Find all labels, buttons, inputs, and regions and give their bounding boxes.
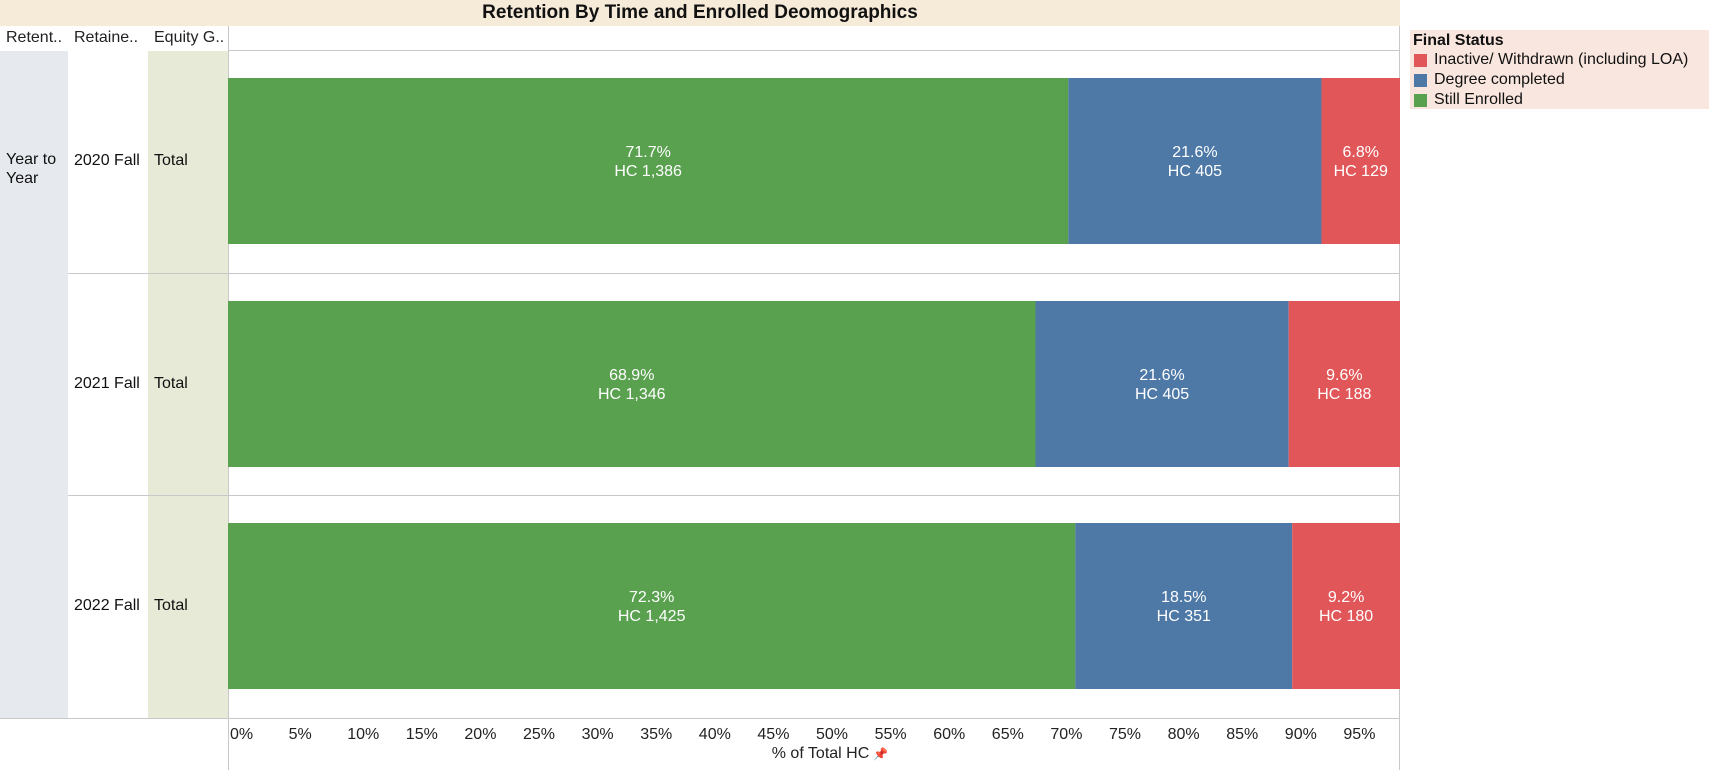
row-separator-1 <box>68 273 1400 274</box>
row-term-2022[interactable]: 2022 Fall <box>74 597 140 614</box>
x-tick-label: 50% <box>816 726 848 743</box>
bar-label-hc: HC 405 <box>1168 163 1222 180</box>
legend-label-degree: Degree completed <box>1434 71 1565 88</box>
bar-label-percent: 71.7% <box>625 144 670 161</box>
row-equity-2020[interactable]: Total <box>154 152 188 169</box>
bar-label-percent: 21.6% <box>1172 144 1217 161</box>
legend-item-inactive[interactable]: Inactive/ Withdrawn (including LOA) <box>1414 51 1688 69</box>
bar-inactive-withdrawn-including-loa-2020-fall[interactable] <box>1321 78 1400 244</box>
bar-still-enrolled-2022-fall[interactable] <box>228 523 1076 689</box>
bar-label-hc: HC 405 <box>1135 386 1189 403</box>
legend-title: Final Status <box>1413 32 1504 49</box>
chart-title: Retention By Time and Enrolled Deomograp… <box>0 0 1400 26</box>
legend-label-inactive: Inactive/ Withdrawn (including LOA) <box>1434 51 1689 68</box>
retention-column-bg <box>0 51 68 718</box>
x-tick-label: 90% <box>1285 726 1317 743</box>
bar-degree-completed-2021-fall[interactable] <box>1035 301 1289 467</box>
x-tick-label: 55% <box>875 726 907 743</box>
bar-degree-completed-2022-fall[interactable] <box>1075 523 1293 689</box>
bar-label-percent: 9.6% <box>1326 367 1362 384</box>
x-axis-title-text: % of Total HC <box>771 745 870 762</box>
bar-label-hc: HC 1,346 <box>598 386 666 403</box>
bar-label-percent: 72.3% <box>629 589 674 606</box>
column-header-retention[interactable]: Retent.. <box>6 29 63 46</box>
x-tick-label: 40% <box>699 726 731 743</box>
x-tick-label: 15% <box>406 726 438 743</box>
x-tick-label: 45% <box>757 726 789 743</box>
bar-label-hc: HC 1,386 <box>614 163 682 180</box>
x-tick-label: 70% <box>1050 726 1082 743</box>
bar-label-hc: HC 1,425 <box>618 608 686 625</box>
bar-inactive-withdrawn-including-loa-2022-fall[interactable] <box>1292 523 1400 689</box>
legend-swatch-enrolled <box>1414 93 1427 107</box>
legend-label-enrolled: Still Enrolled <box>1434 91 1523 108</box>
pin-icon[interactable]: 📌 <box>873 747 889 761</box>
header-separator <box>228 50 1400 51</box>
bar-label-percent: 9.2% <box>1328 589 1364 606</box>
x-tick-label: 25% <box>523 726 555 743</box>
equity-column-bg <box>148 51 228 718</box>
row-equity-2022[interactable]: Total <box>154 597 188 614</box>
x-tick-label: 60% <box>933 726 965 743</box>
column-header-retained[interactable]: Retaine.. <box>74 29 139 46</box>
x-tick-label: 0% <box>230 726 253 743</box>
bar-label-percent: 6.8% <box>1343 144 1379 161</box>
bar-label-hc: HC 129 <box>1334 163 1388 180</box>
bar-label-hc: HC 188 <box>1317 386 1371 403</box>
x-tick-label: 95% <box>1343 726 1375 743</box>
x-tick-label: 5% <box>289 726 312 743</box>
x-axis-title: % of Total HC 📌 <box>700 745 960 763</box>
x-tick-label: 30% <box>582 726 614 743</box>
bar-still-enrolled-2021-fall[interactable] <box>228 301 1036 467</box>
bar-still-enrolled-2020-fall[interactable] <box>228 78 1069 244</box>
axis-separator <box>0 718 1400 719</box>
row-term-2021[interactable]: 2021 Fall <box>74 375 140 392</box>
row-separator-2 <box>68 495 1400 496</box>
x-tick-label: 85% <box>1226 726 1258 743</box>
legend-swatch-inactive <box>1414 53 1427 67</box>
x-tick-label: 20% <box>464 726 496 743</box>
bar-label-hc: HC 180 <box>1319 608 1373 625</box>
bar-label-percent: 18.5% <box>1161 589 1206 606</box>
row-group-label: Year to Year <box>6 151 57 187</box>
x-tick-label: 65% <box>992 726 1024 743</box>
x-tick-label: 80% <box>1168 726 1200 743</box>
x-tick-label: 75% <box>1109 726 1141 743</box>
bar-degree-completed-2020-fall[interactable] <box>1068 78 1322 244</box>
bar-inactive-withdrawn-including-loa-2021-fall[interactable] <box>1288 301 1400 467</box>
x-tick-label: 35% <box>640 726 672 743</box>
bar-label-hc: HC 351 <box>1157 608 1211 625</box>
legend-item-enrolled[interactable]: Still Enrolled <box>1414 91 1523 109</box>
bar-label-percent: 21.6% <box>1139 367 1184 384</box>
column-header-equity[interactable]: Equity G.. <box>154 29 225 46</box>
bar-label-percent: 68.9% <box>609 367 654 384</box>
legend: Final Status Inactive/ Withdrawn (includ… <box>1410 30 1709 109</box>
row-term-2020[interactable]: 2020 Fall <box>74 152 140 169</box>
x-tick-label: 10% <box>347 726 379 743</box>
legend-item-degree[interactable]: Degree completed <box>1414 71 1565 89</box>
legend-swatch-degree <box>1414 73 1427 87</box>
row-equity-2021[interactable]: Total <box>154 375 188 392</box>
